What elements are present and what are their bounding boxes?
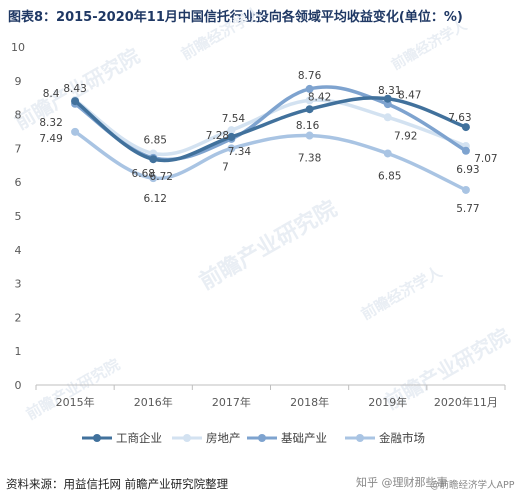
data-point <box>461 123 470 132</box>
data-point <box>227 126 236 135</box>
data-label: 6.72 <box>150 171 173 183</box>
data-point <box>461 146 470 155</box>
watermark-text: 前瞻经济学人 <box>358 262 446 323</box>
data-label: 6.93 <box>456 164 479 176</box>
watermark-text: 前瞻经济学人 <box>178 2 266 63</box>
data-label: 7.07 <box>474 153 497 165</box>
y-axis: 0 1 2 3 4 5 6 7 8 9 10 <box>11 41 25 392</box>
legend: 工商企业 房地产 基础产业 金融市场 <box>82 431 425 445</box>
y-tick-label: 8 <box>15 109 22 122</box>
watermark-text: 前瞻经济学人 <box>389 16 471 73</box>
x-tick-label: 2017年 <box>212 395 251 409</box>
y-tick-label: 4 <box>15 244 22 257</box>
data-label: 8.47 <box>398 90 421 102</box>
x-tick-label: 2016年 <box>134 395 173 409</box>
data-point <box>149 174 158 183</box>
data-point <box>71 127 80 136</box>
data-point <box>305 131 314 140</box>
series-line <box>73 130 468 192</box>
y-tick-label: 5 <box>15 210 22 223</box>
series-line <box>73 98 468 157</box>
data-point <box>227 132 236 141</box>
data-label: 7.34 <box>228 146 252 158</box>
x-tick-label: 2019年 <box>368 395 407 409</box>
data-label: 8.42 <box>308 91 331 103</box>
y-tick-label: 2 <box>15 311 22 324</box>
y-tick-label: 10 <box>11 41 25 54</box>
data-label: 8.76 <box>298 70 322 82</box>
x-tick-label: 2018年 <box>290 395 329 409</box>
data-label: 7.92 <box>394 130 417 142</box>
data-label: 8.32 <box>39 117 62 129</box>
data-label: 8.31 <box>378 85 401 97</box>
data-label: 8.43 <box>63 83 86 95</box>
data-point <box>305 96 314 105</box>
legend-item: 基础产业 <box>247 431 327 445</box>
x-axis: 2015年 2016年 2017年 2018年 2019年 2020年11月 <box>35 384 506 409</box>
series-4 <box>71 127 470 194</box>
data-labels: 8.4 6.68 7.34 8.16 8.47 7.63 8.43 6.85 7.54 8.42 7… <box>39 70 497 215</box>
data-point <box>383 149 392 158</box>
legend-label: 房地产 <box>206 431 241 445</box>
footer-app-watermark: @前瞻经济学人APP <box>430 480 515 491</box>
legend-item: 金融市场 <box>345 431 425 445</box>
data-label: 7 <box>222 161 229 173</box>
data-label: 6.85 <box>144 134 167 146</box>
x-tick-label: 2015年 <box>56 395 95 409</box>
chart-title: 图表8：2015-2020年11月中国信托行业投向各领域平均收益变化(单位：%) <box>8 10 463 25</box>
legend-marker <box>93 434 101 442</box>
series-layer <box>71 84 470 194</box>
data-label: 7.63 <box>448 112 471 124</box>
y-tick-label: 1 <box>15 345 22 358</box>
legend-marker <box>356 434 364 442</box>
x-tick-label: 2020年11月 <box>434 395 498 409</box>
legend-item: 工商企业 <box>82 431 162 445</box>
data-point <box>383 94 392 103</box>
legend-label: 基础产业 <box>281 431 327 445</box>
legend-item: 房地产 <box>172 431 241 445</box>
data-label: 7.54 <box>222 113 246 125</box>
data-label: 7.38 <box>298 153 321 165</box>
watermark-text: 前瞻产业研究院 <box>23 355 123 423</box>
y-tick-label: 9 <box>15 75 22 88</box>
y-tick-label: 7 <box>15 142 22 155</box>
legend-marker <box>183 434 191 442</box>
data-label: 5.77 <box>456 203 479 215</box>
legend-label: 金融市场 <box>379 431 425 445</box>
data-label: 6.68 <box>132 168 155 180</box>
data-point <box>461 185 470 194</box>
y-tick-label: 6 <box>15 176 22 189</box>
data-label: 7.49 <box>39 133 62 145</box>
legend-label: 工商企业 <box>116 431 162 445</box>
legend-marker <box>258 434 266 442</box>
data-label: 8.16 <box>296 120 320 132</box>
data-point <box>383 113 392 122</box>
series-line <box>73 96 468 163</box>
data-point <box>227 144 236 153</box>
data-point <box>149 155 158 164</box>
data-label: 7.28 <box>206 130 229 142</box>
y-tick-label: 0 <box>15 379 22 392</box>
data-point <box>305 105 314 114</box>
data-label: 6.12 <box>144 193 167 205</box>
y-tick-label: 3 <box>15 278 22 291</box>
watermark-text: 前瞻产业研究院 <box>195 196 341 296</box>
source-note: 资料来源：用益信托网 前瞻产业研究院整理 <box>6 477 229 491</box>
data-label: 6.85 <box>378 170 401 182</box>
data-point <box>305 84 314 93</box>
series-1 <box>71 94 470 164</box>
data-label: 8.4 <box>43 88 60 100</box>
data-point <box>71 97 80 106</box>
footer-watermark: 知乎 @理财那些事 <box>356 476 448 489</box>
